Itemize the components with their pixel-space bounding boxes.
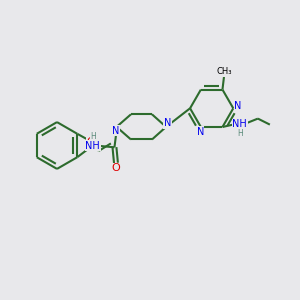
Text: O: O	[86, 137, 95, 147]
Text: N: N	[234, 101, 242, 111]
Text: N: N	[112, 126, 120, 136]
Text: O: O	[112, 163, 120, 173]
Text: NH: NH	[85, 141, 100, 151]
Text: H: H	[238, 128, 243, 137]
Text: N: N	[196, 127, 204, 136]
Text: N: N	[164, 118, 171, 128]
Text: NH: NH	[232, 119, 247, 129]
Text: H: H	[91, 132, 96, 141]
Text: CH₃: CH₃	[216, 67, 232, 76]
